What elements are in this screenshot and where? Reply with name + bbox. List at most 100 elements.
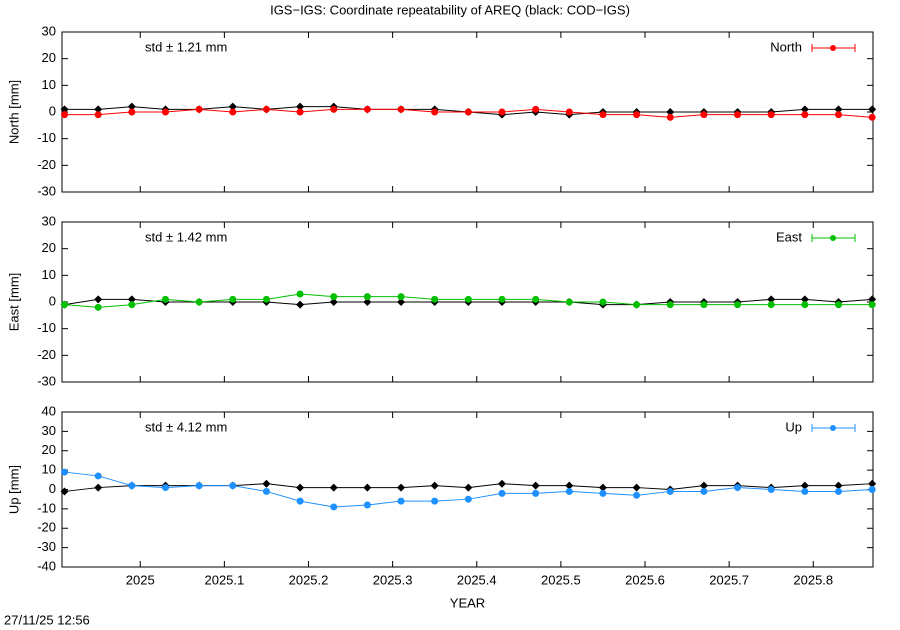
marker — [229, 295, 237, 303]
y-tick-label: 10 — [42, 267, 56, 282]
marker — [835, 301, 843, 309]
marker — [94, 111, 102, 119]
marker — [868, 301, 876, 309]
marker — [464, 108, 472, 116]
marker — [60, 105, 69, 114]
std-annotation: std ± 1.21 mm — [145, 39, 227, 54]
marker — [633, 491, 641, 499]
marker — [531, 481, 540, 490]
x-tick-label: 2025.6 — [625, 572, 665, 587]
marker — [666, 108, 675, 116]
marker — [329, 298, 338, 306]
legend-label: North — [770, 39, 802, 54]
marker — [330, 293, 338, 301]
marker — [397, 298, 406, 306]
marker — [868, 113, 876, 121]
marker — [598, 483, 607, 492]
marker — [632, 483, 641, 492]
y-tick-label: 10 — [42, 462, 56, 477]
y-tick-label: 30 — [42, 423, 56, 438]
marker — [397, 105, 405, 113]
marker — [599, 298, 607, 306]
x-axis-label: YEAR — [450, 595, 485, 610]
y-tick-label: -10 — [37, 500, 56, 515]
std-annotation: std ± 4.12 mm — [145, 419, 227, 434]
y-tick-label: 30 — [42, 213, 56, 228]
marker — [734, 301, 742, 309]
marker — [430, 481, 439, 490]
marker — [128, 108, 136, 116]
marker — [767, 295, 776, 304]
y-tick-label: -20 — [37, 157, 56, 172]
marker — [228, 102, 237, 111]
marker — [868, 295, 877, 304]
marker — [397, 497, 405, 505]
y-tick-label: 20 — [42, 50, 56, 65]
marker — [431, 295, 439, 303]
legend-marker — [830, 45, 836, 51]
marker — [734, 484, 742, 492]
y-tick-label: 0 — [49, 481, 56, 496]
y-axis-label: North [mm] — [6, 80, 21, 144]
chart-title: IGS−IGS: Coordinate repeatability of ARE… — [270, 2, 630, 17]
legend-label: East — [776, 229, 802, 244]
y-tick-label: -40 — [37, 558, 56, 573]
marker — [296, 497, 304, 505]
marker — [127, 295, 136, 304]
marker — [330, 105, 338, 113]
marker — [431, 497, 439, 505]
marker — [532, 105, 540, 113]
y-tick-label: 0 — [49, 103, 56, 118]
y-tick-label: -30 — [37, 373, 56, 388]
y-tick-label: -30 — [37, 183, 56, 198]
marker — [800, 295, 809, 304]
marker — [397, 483, 406, 492]
marker — [767, 486, 775, 493]
marker — [699, 481, 708, 490]
marker — [835, 487, 843, 495]
marker — [767, 301, 775, 309]
y-tick-label: 0 — [49, 293, 56, 308]
marker — [464, 483, 473, 492]
marker — [700, 111, 708, 119]
marker — [599, 489, 607, 497]
marker — [296, 102, 305, 111]
marker — [532, 295, 540, 303]
y-tick-label: 20 — [42, 442, 56, 457]
marker — [195, 298, 203, 306]
timestamp: 27/11/25 12:56 — [4, 612, 90, 627]
x-tick-label: 2025.2 — [289, 572, 329, 587]
marker — [128, 301, 136, 309]
marker — [363, 501, 371, 509]
marker — [61, 301, 69, 309]
marker — [565, 298, 573, 306]
marker — [296, 290, 304, 298]
marker — [397, 293, 405, 301]
marker — [498, 108, 506, 116]
marker — [296, 300, 305, 309]
y-tick-label: 40 — [42, 403, 56, 418]
y-tick-label: -20 — [37, 347, 56, 362]
marker — [127, 102, 136, 111]
marker — [532, 489, 540, 497]
marker — [633, 301, 641, 309]
marker — [431, 108, 439, 116]
marker — [834, 105, 843, 114]
marker — [61, 468, 69, 476]
marker — [363, 298, 372, 306]
marker — [161, 108, 169, 116]
marker — [835, 111, 843, 119]
marker — [60, 487, 69, 496]
marker — [734, 111, 742, 119]
marker — [565, 487, 573, 495]
marker — [94, 472, 102, 480]
y-axis-label: East [mm] — [6, 273, 21, 332]
marker — [94, 303, 102, 311]
marker — [363, 293, 371, 301]
marker — [229, 482, 237, 490]
legend-marker — [830, 425, 836, 431]
marker — [666, 487, 674, 495]
marker — [834, 481, 843, 490]
y-tick-label: -10 — [37, 130, 56, 145]
